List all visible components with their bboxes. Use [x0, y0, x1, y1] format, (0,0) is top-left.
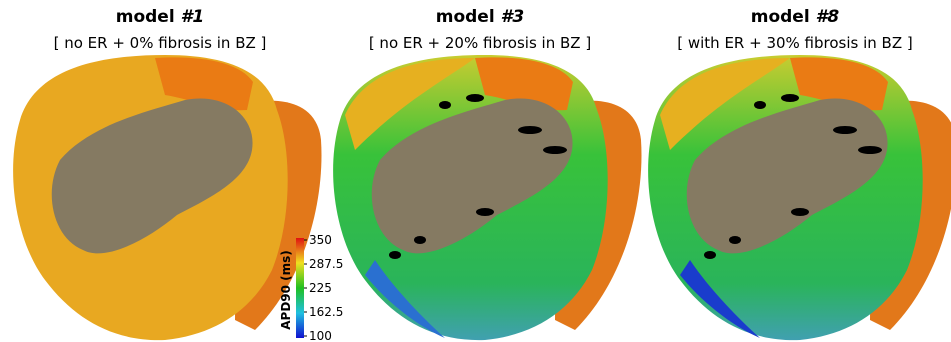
title-number: #3	[501, 7, 525, 27]
panel-title: model #8	[751, 7, 840, 27]
fibrosis-speck	[729, 236, 741, 244]
fibrosis-speck	[704, 251, 716, 259]
fibrosis-speck	[754, 101, 766, 109]
title-number: #8	[816, 7, 840, 27]
title-word: model	[436, 7, 495, 27]
colorbar-gradient	[296, 238, 304, 338]
fibrosis-speck	[389, 251, 401, 259]
panel-subtitle: [ with ER + 30% fibrosis in BZ ]	[677, 34, 913, 52]
orange-patch	[790, 57, 888, 111]
fibrosis-speck	[543, 146, 567, 154]
heart	[333, 55, 642, 341]
scar-region	[51, 98, 253, 254]
yellow-band	[660, 58, 790, 150]
colorbar-tick-label: 350	[309, 233, 332, 247]
panel-title: model #1	[116, 7, 205, 27]
colorbar-tick-label: 100	[309, 329, 332, 342]
scar-region	[371, 98, 573, 254]
title-word: model	[116, 7, 175, 27]
colorbar: APD90 (ms)	[279, 238, 304, 338]
orange-patch	[155, 57, 253, 111]
fibrosis-speck	[518, 126, 542, 134]
fibrosis-speck	[476, 208, 494, 216]
colorbar-label: APD90 (ms)	[279, 250, 293, 330]
fibrosis-speck	[791, 208, 809, 216]
fibrosis-speck	[858, 146, 882, 154]
panel-subtitle: [ no ER + 20% fibrosis in BZ ]	[369, 34, 591, 52]
scar-region	[686, 98, 888, 254]
fibrosis-speck	[439, 101, 451, 109]
panel-subtitle: [ no ER + 0% fibrosis in BZ ]	[54, 34, 267, 52]
colorbar-tick-label: 287.5	[309, 257, 343, 271]
heart	[648, 55, 951, 341]
heart	[13, 55, 322, 341]
yellow-band	[345, 58, 475, 150]
title-number: #1	[181, 7, 205, 27]
panel-title: model #3	[436, 7, 525, 27]
fibrosis-speck	[466, 94, 484, 102]
colorbar-tick-label: 225	[309, 281, 332, 295]
fibrosis-speck	[781, 94, 799, 102]
title-word: model	[751, 7, 810, 27]
fibrosis-speck	[833, 126, 857, 134]
colorbar-tick-label: 162.5	[309, 305, 343, 319]
orange-patch	[475, 57, 573, 111]
blue-region	[365, 260, 445, 338]
fibrosis-speck	[414, 236, 426, 244]
blue-region	[680, 260, 760, 338]
